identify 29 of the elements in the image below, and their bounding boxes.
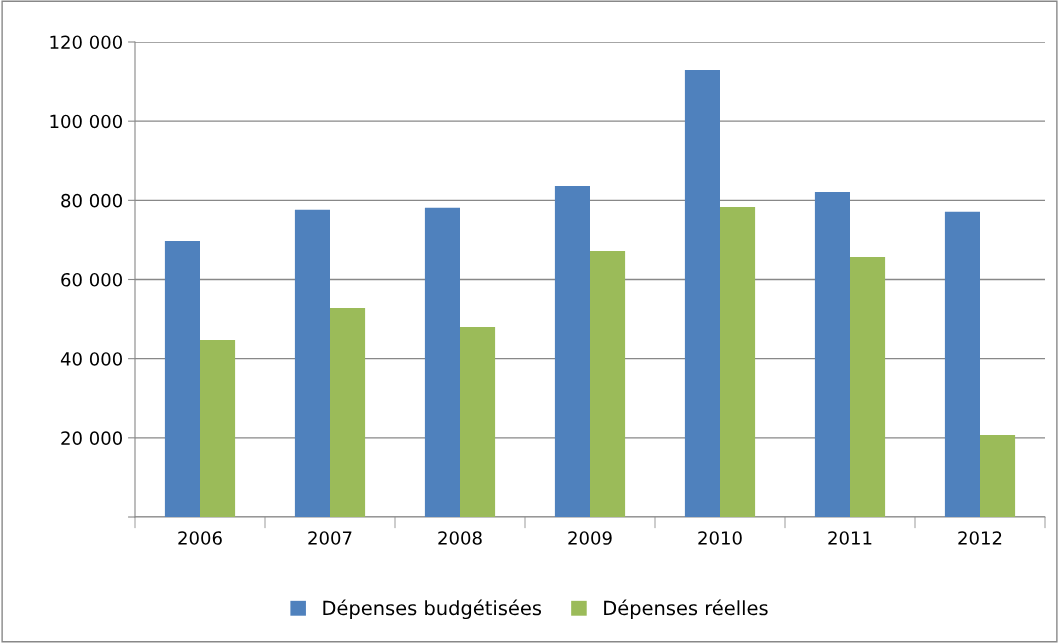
legend-label: Dépenses budgétisées [323, 599, 542, 620]
bar [424, 207, 460, 517]
bar [330, 308, 366, 517]
y-tick-label: 80 000 [61, 193, 122, 208]
bar [200, 340, 236, 517]
bar [590, 251, 626, 517]
bar [720, 207, 756, 517]
x-tick-label: 2011 [828, 531, 872, 545]
bar [460, 327, 496, 517]
bar [684, 70, 720, 517]
bar [554, 186, 590, 517]
bar [294, 209, 330, 517]
x-tick-label: 2006 [178, 531, 222, 545]
bar [850, 256, 886, 517]
bar [980, 435, 1016, 517]
bar [814, 192, 850, 517]
x-tick-label: 2008 [438, 531, 482, 545]
x-tick-label: 2012 [958, 531, 1002, 545]
y-tick-label: 60 000 [61, 272, 122, 287]
y-tick-label: 120 000 [50, 35, 122, 50]
x-tick-label: 2007 [308, 531, 352, 545]
y-tick-label: 40 000 [60, 352, 122, 366]
x-tick-label: 2010 [698, 531, 742, 545]
y-tick-label: 20 000 [61, 431, 122, 445]
y-tick-label: 100 000 [50, 114, 122, 129]
bar [164, 241, 200, 517]
x-tick-label: 2009 [568, 531, 612, 545]
bar [944, 211, 980, 517]
legend-label: Dépenses réelles [604, 599, 768, 620]
